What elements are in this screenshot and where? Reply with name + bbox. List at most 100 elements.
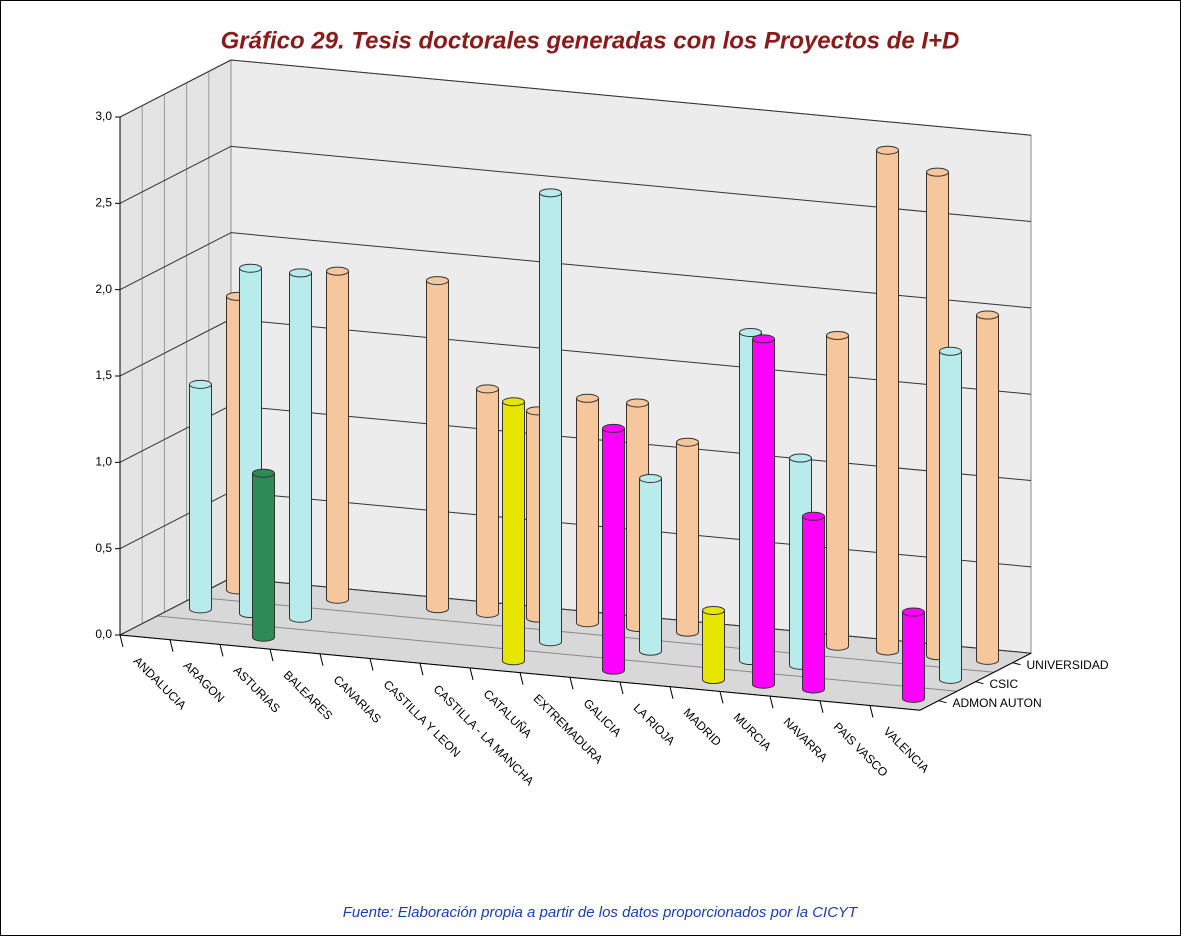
cylinder-top [502, 397, 525, 407]
cylinder [976, 310, 999, 665]
cylinder [676, 437, 699, 637]
depth-tick [975, 681, 984, 685]
y-tick-label: 0,5 [95, 541, 112, 555]
grid-line [119, 232, 232, 291]
cylinder-top [426, 276, 449, 286]
bar [939, 351, 962, 680]
cylinder-top [902, 607, 925, 617]
legend-label: UNIVERSIDAD [1027, 658, 1109, 672]
source-note: Fuente: Elaboración propia a partir de l… [343, 904, 859, 921]
cylinder-top [876, 145, 899, 155]
x-tick [319, 653, 324, 666]
cylinder [752, 334, 775, 689]
x-tick [119, 634, 124, 648]
cylinder [826, 330, 849, 651]
grid-line [119, 318, 232, 377]
x-tick [519, 672, 524, 685]
cylinder [502, 397, 525, 666]
cylinder [602, 423, 625, 675]
cylinder-top [252, 468, 275, 478]
x-tick [369, 658, 374, 671]
cylinder-top [189, 379, 212, 389]
grid-line [230, 59, 1032, 136]
cylinder [539, 188, 562, 647]
bar [676, 442, 699, 633]
cylinder [326, 266, 349, 604]
bar [752, 338, 775, 685]
cylinder-top [976, 310, 999, 320]
cylinder-top [239, 263, 262, 273]
depth-tick [1012, 662, 1021, 666]
cylinder-top [476, 384, 499, 394]
x-tick [569, 677, 574, 690]
x-tick [819, 700, 824, 713]
grid-line [119, 59, 232, 118]
x-tick [269, 648, 274, 662]
bar [876, 150, 899, 651]
y-tick-label: 3,0 [95, 109, 112, 123]
bar [476, 388, 499, 614]
grid-line [119, 145, 232, 204]
cylinder [939, 346, 962, 684]
bar [252, 473, 275, 638]
bar [639, 478, 662, 652]
x-tick [219, 644, 224, 657]
cylinder-top [626, 398, 649, 408]
bar [502, 401, 525, 661]
x-tick [769, 695, 774, 709]
cylinder-top [926, 167, 949, 177]
cylinder [576, 393, 599, 628]
cylinder [639, 473, 662, 656]
cylinder-top [576, 393, 599, 403]
legend-label: ADMON AUTON [953, 696, 1042, 710]
cylinder [702, 605, 725, 685]
cylinder-top [702, 605, 725, 615]
grid-line [119, 404, 232, 463]
cylinder-top [676, 437, 699, 447]
bar [802, 516, 825, 689]
cylinder [902, 607, 925, 703]
x-tick [469, 667, 474, 681]
cylinder [252, 468, 275, 642]
cylinder-top [639, 473, 662, 483]
cylinder-top [289, 268, 312, 278]
bar [189, 384, 212, 609]
chart-title: Gráfico 29. Tesis doctorales generadas c… [221, 27, 960, 54]
cylinder-top [602, 423, 625, 433]
cylinder-top [539, 188, 562, 198]
bar [326, 271, 349, 600]
cylinder-top [802, 511, 825, 521]
x-tick [669, 686, 674, 699]
y-tick-label: 2,5 [95, 196, 112, 210]
floor-line [193, 596, 995, 673]
x-tick [869, 705, 874, 718]
bar [976, 315, 999, 661]
cylinder [802, 511, 825, 694]
bar [576, 398, 599, 623]
bar [426, 280, 449, 609]
cylinder [876, 145, 899, 656]
y-tick-label: 0,0 [95, 627, 112, 641]
cylinder-top [752, 334, 775, 344]
cylinder [189, 379, 212, 614]
y-tick-label: 1,0 [95, 455, 112, 469]
bar [902, 612, 925, 699]
cylinder-top [326, 266, 349, 276]
y-tick-label: 1,5 [95, 368, 112, 382]
x-tick [169, 639, 174, 652]
x-tick [719, 691, 724, 704]
depth-tick [938, 700, 947, 704]
cylinder [289, 268, 312, 623]
x-tick [419, 663, 424, 676]
legend-label: CSIC [990, 677, 1019, 691]
y-tick-label: 2,0 [95, 282, 112, 296]
bar [602, 428, 625, 671]
bar [702, 610, 725, 680]
grid-line [119, 577, 232, 636]
cylinder-top [826, 330, 849, 340]
cylinder-top [789, 453, 812, 463]
cylinder [426, 276, 449, 614]
bar [826, 335, 849, 647]
bar [539, 192, 562, 642]
